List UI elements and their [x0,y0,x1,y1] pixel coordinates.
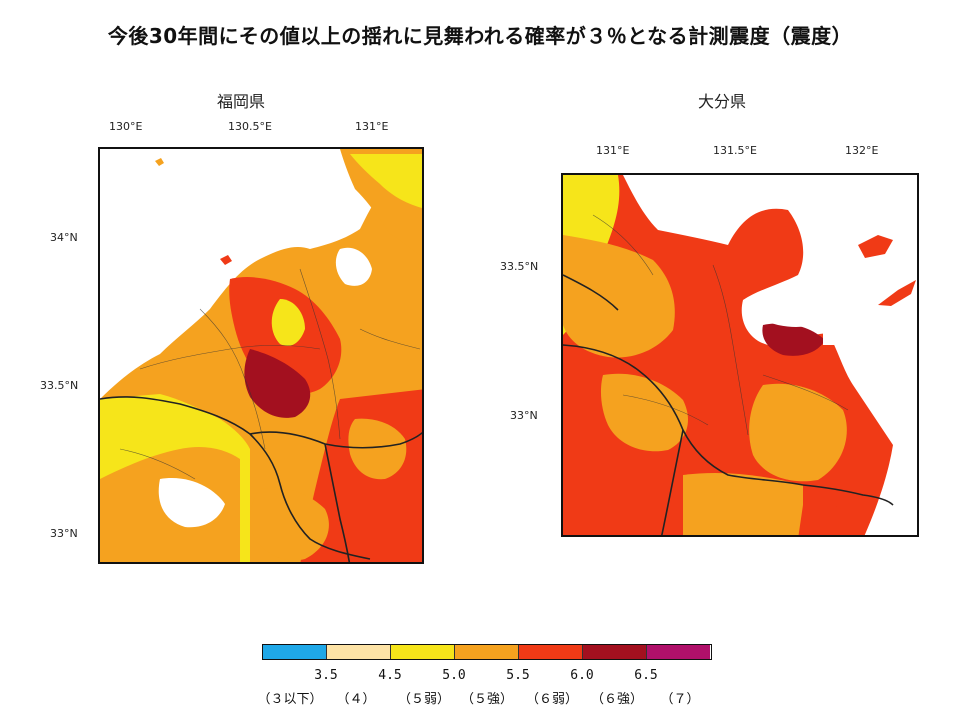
fukuoka-map[interactable] [98,147,424,564]
lon-tick: 130.5°E [228,120,272,133]
color-bar-tick: 5.0 [442,668,466,683]
color-bar-tick: 6.5 [634,668,658,683]
color-swatch [583,645,647,659]
color-swatch [391,645,455,659]
lon-tick: 131°E [596,144,630,157]
lat-tick: 33.5°N [40,379,79,392]
lat-tick: 33.5°N [500,260,539,273]
color-bar-class-label: （３以下） [257,692,323,707]
panel-title-oita: 大分県 [698,92,747,111]
color-bar-class-label: （６強） [590,692,644,707]
color-bar-tick: 5.5 [506,668,530,683]
lat-tick: 33°N [50,527,78,540]
intensity-color-bar [262,644,712,660]
color-swatch [647,645,710,659]
color-bar-class-label: （５強） [460,692,514,707]
lon-tick: 132°E [845,144,879,157]
color-bar-tick: 3.5 [314,668,338,683]
lat-tick: 34°N [50,231,78,244]
lon-tick: 130°E [109,120,143,133]
oita-map-graphic [563,175,916,535]
fukuoka-map-graphic [100,149,422,562]
color-bar-tick: 6.0 [570,668,594,683]
color-bar-class-label: （７） [660,692,700,707]
color-swatch [455,645,519,659]
color-swatch [327,645,391,659]
oita-map[interactable] [561,173,919,537]
color-bar-class-label: （６弱） [525,692,579,707]
color-bar-class-label: （４） [336,692,376,707]
map-title: 今後30年間にその値以上の揺れに見舞われる確率が３％となる計測震度（震度） [107,24,853,48]
color-swatch [263,645,327,659]
lat-tick: 33°N [510,409,538,422]
lon-tick: 131°E [355,120,389,133]
color-bar-tick: 4.5 [378,668,402,683]
panel-title-fukuoka: 福岡県 [217,92,266,111]
color-bar-class-label: （５弱） [397,692,451,707]
lon-tick: 131.5°E [713,144,757,157]
color-swatch [519,645,583,659]
